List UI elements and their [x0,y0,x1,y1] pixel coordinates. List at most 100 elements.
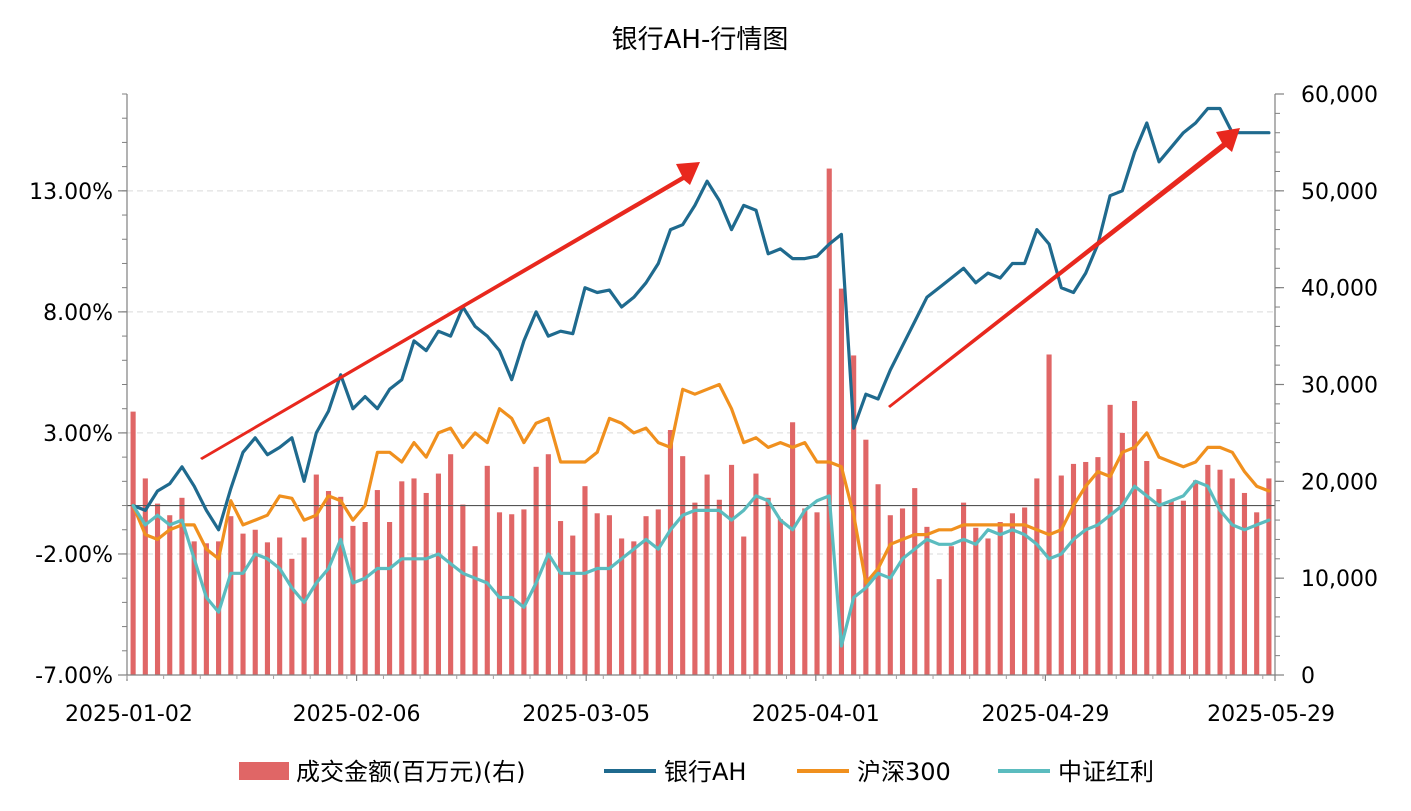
volume-bar-65 [924,526,930,675]
volume-bar-41 [631,541,637,675]
volume-bar-12 [277,537,283,675]
volume-bar-67 [948,546,954,675]
legend-bar-swatch [239,762,289,780]
volume-bar-50 [741,536,747,675]
annotation-layer [200,128,1240,460]
legend-line3-label: 中证红利 [1058,758,1154,786]
volume-bar-46 [692,502,698,675]
volume-bar-75 [1046,354,1052,675]
volume-bar-37 [582,486,588,675]
volume-bar-30 [496,512,503,675]
right-tick-label-0: 0 [1301,664,1315,689]
legend-bar-label: 成交金额(百万元)(右) [296,758,525,786]
legend: 成交金额(百万元)(右) 银行AH 沪深300 中证红利 [239,758,1154,786]
volume-bar-24 [423,492,429,675]
volume-bar-10 [252,529,258,675]
volume-bar-63 [899,508,906,675]
volume-bar-76 [1058,475,1064,675]
volume-bar-1 [142,478,148,675]
volume-bar-53 [777,519,783,675]
volume-bar-83 [1144,460,1150,675]
volume-bar-25 [435,473,441,675]
volume-bar-35 [557,521,564,675]
x-tick-label-5: 2025-05-29 [1207,702,1335,727]
volume-bar-9 [240,533,246,675]
left-tick-label-3: 8.00% [43,301,113,326]
volume-bar-31 [509,514,515,675]
volume-bar-28 [472,546,478,675]
volume-bar-8 [228,516,234,675]
right-tick-label-6: 60,000 [1301,83,1378,108]
volume-bar-4 [179,497,185,675]
volume-bar-32 [521,509,527,675]
volume-bar-68 [961,502,967,675]
volume-bar-39 [606,515,612,675]
volume-bar-13 [289,558,295,675]
volume-bar-71 [997,522,1003,675]
volume-bar-34 [545,454,551,675]
volume-bar-77 [1070,463,1077,675]
volume-bar-29 [484,465,490,675]
volume-bar-11 [264,542,271,675]
volume-bar-64 [912,488,918,675]
grid-layer [127,190,1275,555]
volume-bar-48 [716,499,722,675]
volume-bar-23 [411,478,417,675]
volume-bar-80 [1107,404,1113,675]
volume-bar-51 [753,473,759,675]
volume-bar-58 [838,288,845,675]
volume-bar-82 [1131,400,1138,675]
volume-bar-45 [680,456,686,675]
series-line-1 [131,382,1271,585]
volume-bar-54 [790,422,796,675]
right-tick-label-5: 50,000 [1301,180,1378,205]
volume-bar-81 [1119,432,1125,675]
x-tick-label-0: 2025-01-02 [65,702,193,727]
axes-layer: -7.00% -2.00% 3.00% 8.00% 13.00% 0 10,000 20,00… [29,83,1378,727]
volume-bar-61 [875,484,881,675]
volume-bar-74 [1034,478,1040,675]
volume-bar-56 [814,512,820,675]
series-line-0 [131,106,1271,532]
volume-bar-14 [301,537,307,675]
volume-bar-36 [570,535,576,675]
volume-bar-42 [643,516,649,675]
volume-bar-43 [655,509,661,675]
volume-bar-78 [1083,461,1089,675]
volume-bar-85 [1168,500,1174,675]
volume-bar-27 [460,504,466,675]
left-tick-label-4: 13.00% [29,180,113,205]
volume-bar-52 [765,497,771,675]
volume-bar-84 [1156,489,1162,675]
chart-title: 银行AH-行情图 [612,25,789,55]
volume-bar-19 [362,522,368,675]
left-tick-label-0: -7.00% [35,664,113,689]
volume-bar-92 [1254,512,1260,675]
volume-bar-57 [826,168,832,676]
right-tick-label-4: 40,000 [1301,277,1378,302]
volume-bar-40 [619,538,625,675]
trend-arrow-1 [200,162,700,460]
volume-bar-15 [313,474,319,675]
series-line-2 [131,479,1271,648]
volume-bar-89 [1217,469,1223,675]
volume-bar-5 [191,541,197,675]
volume-bar-38 [594,513,600,675]
volume-bar-18 [350,525,356,675]
legend-line1-label: 银行AH [664,758,746,786]
legend-line2-label: 沪深300 [857,758,951,786]
x-tick-label-4: 2025-04-29 [981,702,1109,727]
volume-bar-72 [1009,513,1015,675]
volume-bar-93 [1266,478,1272,675]
volume-bar-6 [203,543,209,675]
volume-bar-60 [863,439,869,675]
volume-bar-70 [985,538,991,675]
volume-bar-88 [1205,464,1211,675]
volume-bar-66 [936,579,942,675]
volume-bar-2 [154,503,161,675]
right-tick-label-2: 20,000 [1301,470,1378,495]
volume-bar-86 [1180,500,1186,675]
volume-bar-79 [1095,457,1101,675]
